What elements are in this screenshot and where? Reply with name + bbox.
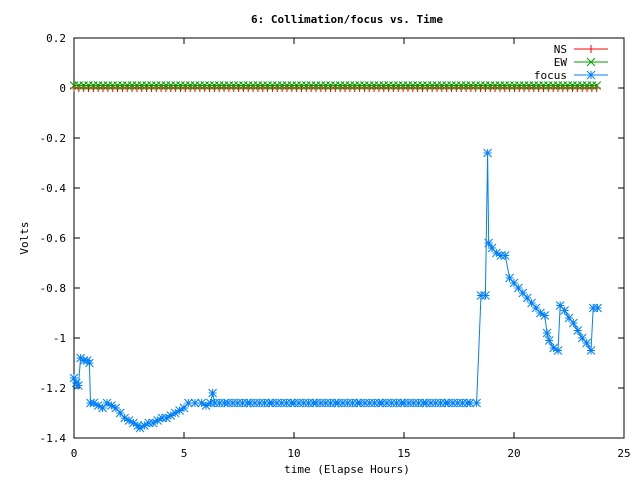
x-tick-label: 0 xyxy=(71,447,78,460)
legend-label-focus: focus xyxy=(534,69,567,82)
data-point-focus xyxy=(245,398,255,408)
data-point-focus xyxy=(553,346,563,355)
y-tick-label: 0.2 xyxy=(46,32,66,45)
data-point-focus xyxy=(540,311,550,320)
y-tick-label: -1.2 xyxy=(40,382,67,395)
x-axis-label: time (Elapse Hours) xyxy=(284,463,410,476)
series-line-focus xyxy=(73,152,598,429)
data-point-focus xyxy=(484,238,494,248)
chart-title: 6: Collimation/focus vs. Time xyxy=(251,13,443,26)
data-point-focus xyxy=(586,346,596,355)
y-tick-label: -1.4 xyxy=(40,432,67,445)
data-point-focus xyxy=(593,303,602,313)
data-point-focus xyxy=(129,418,138,428)
x-tick-label: 10 xyxy=(287,447,300,460)
plot-frame xyxy=(73,37,625,439)
data-point-focus xyxy=(472,398,481,408)
y-tick-label: -0.2 xyxy=(40,132,67,145)
legend-label-ns: NS xyxy=(554,43,567,56)
y-tick-label: 0 xyxy=(59,82,66,95)
plot-area: 0 5 10 15 20 25 0.2 0 -0.2 -0.4 -0.6 -0.8 -1 -1.2 -1.4 xyxy=(40,32,631,460)
data-point-focus xyxy=(481,291,490,300)
legend-marker-ns xyxy=(587,45,595,53)
legend-label-ew: EW xyxy=(554,56,568,69)
legend-marker-focus xyxy=(586,70,596,80)
x-tick-label: 20 xyxy=(507,447,520,460)
x-tick-label: 5 xyxy=(181,447,188,460)
x-tick-label: 25 xyxy=(617,447,630,460)
data-point-focus xyxy=(560,306,569,315)
data-point-focus xyxy=(483,148,492,158)
data-point-focus xyxy=(569,318,578,328)
data-point-focus xyxy=(536,308,545,318)
data-point-focus xyxy=(544,336,554,345)
data-point-focus xyxy=(465,398,475,408)
data-point-focus xyxy=(74,381,83,390)
data-point-focus xyxy=(98,403,107,413)
data-point-ew xyxy=(592,81,602,90)
data-point-focus xyxy=(206,398,215,408)
data-point-focus xyxy=(542,328,552,338)
data-point-focus xyxy=(85,358,94,368)
y-tick-label: -0.8 xyxy=(40,282,67,295)
data-point-focus xyxy=(190,398,200,408)
x-tick-label: 15 xyxy=(397,447,410,460)
data-point-focus xyxy=(500,251,510,260)
y-tick-label: -0.4 xyxy=(40,182,67,195)
y-tick-label: -1 xyxy=(53,332,66,345)
data-point-focus xyxy=(582,338,591,348)
data-point-focus xyxy=(573,326,583,335)
data-point-focus xyxy=(208,388,217,398)
data-point-focus xyxy=(120,413,129,423)
legend-marker-ew xyxy=(586,57,596,67)
y-axis-label: Volts xyxy=(18,221,31,254)
y-tick-label: -0.6 xyxy=(40,232,67,245)
